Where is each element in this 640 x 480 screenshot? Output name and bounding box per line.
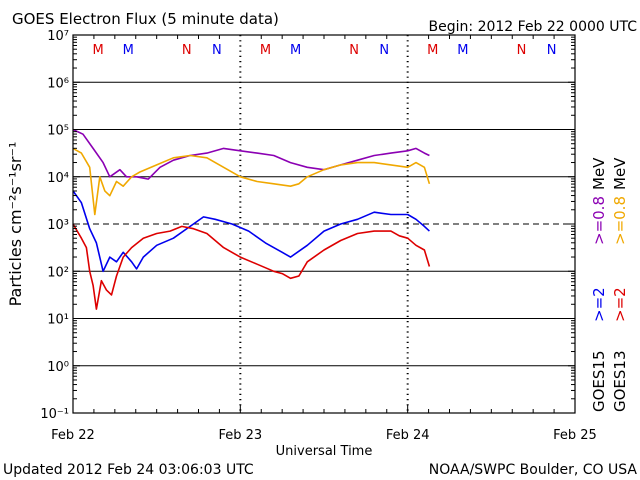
legend-goes15-2mev: >=2 xyxy=(590,287,608,322)
event-marker: M xyxy=(427,43,438,58)
x-tick-label: Feb 22 xyxy=(51,428,95,443)
y-tick-label: 10⁷ xyxy=(47,29,69,44)
event-marker: M xyxy=(457,43,468,58)
series-line xyxy=(73,224,429,309)
begin-label: Begin: 2012 Feb 22 0000 UTC xyxy=(429,19,638,35)
x-axis-ticks: Feb 22 Feb 23 Feb 24 Feb 25 xyxy=(51,35,597,443)
plot-grid xyxy=(73,35,575,413)
event-marker: M xyxy=(92,43,103,58)
event-marker: N xyxy=(379,43,389,58)
event-marker: M xyxy=(290,43,301,58)
updated-label: Updated 2012 Feb 24 03:06:03 UTC xyxy=(3,462,254,478)
legend-goes13: GOES13 xyxy=(611,350,629,412)
event-marker: N xyxy=(517,43,527,58)
legend-goes15-0p8mev: >=0.8 xyxy=(590,196,608,245)
y-tick-label: 10⁵ xyxy=(47,124,69,139)
y-tick-label: 10⁻¹ xyxy=(40,407,69,422)
x-tick-label: Feb 23 xyxy=(218,428,262,443)
event-marker: M xyxy=(123,43,134,58)
plot-series xyxy=(73,130,429,310)
y-axis-ticks: 10⁻¹ 10⁰ 10¹ 10² 10³ 10⁴ 10⁵ 10⁶ 10⁷ xyxy=(40,29,575,422)
y-tick-label: 10³ xyxy=(47,218,69,233)
x-tick-label: Feb 24 xyxy=(386,428,430,443)
legend: GOES15 GOES13 >=2 >=0.8 >=2 >=0.8 MeV Me… xyxy=(590,157,629,412)
x-tick-label: Feb 25 xyxy=(553,428,597,443)
y-tick-label: 10⁶ xyxy=(47,76,69,91)
legend-goes13-2mev: >=2 xyxy=(611,287,629,322)
credit-label: NOAA/SWPC Boulder, CO USA xyxy=(429,462,638,478)
legend-goes13-0p8mev: >=0.8 xyxy=(611,196,629,245)
series-line xyxy=(73,148,429,214)
legend-unit-goes15: MeV xyxy=(590,157,608,190)
chart-title: GOES Electron Flux (5 minute data) xyxy=(12,10,279,28)
event-marker: N xyxy=(349,43,359,58)
y-tick-label: 10¹ xyxy=(47,313,69,328)
y-tick-label: 10² xyxy=(47,265,69,280)
y-axis-label: Particles cm⁻²s⁻¹sr⁻¹ xyxy=(6,142,25,307)
event-marker: N xyxy=(182,43,192,58)
legend-unit-goes13: MeV xyxy=(611,157,629,190)
y-tick-label: 10⁴ xyxy=(47,171,69,186)
x-axis-label: Universal Time xyxy=(276,444,373,459)
y-tick-label: 10⁰ xyxy=(47,360,69,375)
event-marker: N xyxy=(212,43,222,58)
legend-goes15: GOES15 xyxy=(590,350,608,412)
series-line xyxy=(73,130,429,180)
event-marker: N xyxy=(547,43,557,58)
event-marker: M xyxy=(260,43,271,58)
